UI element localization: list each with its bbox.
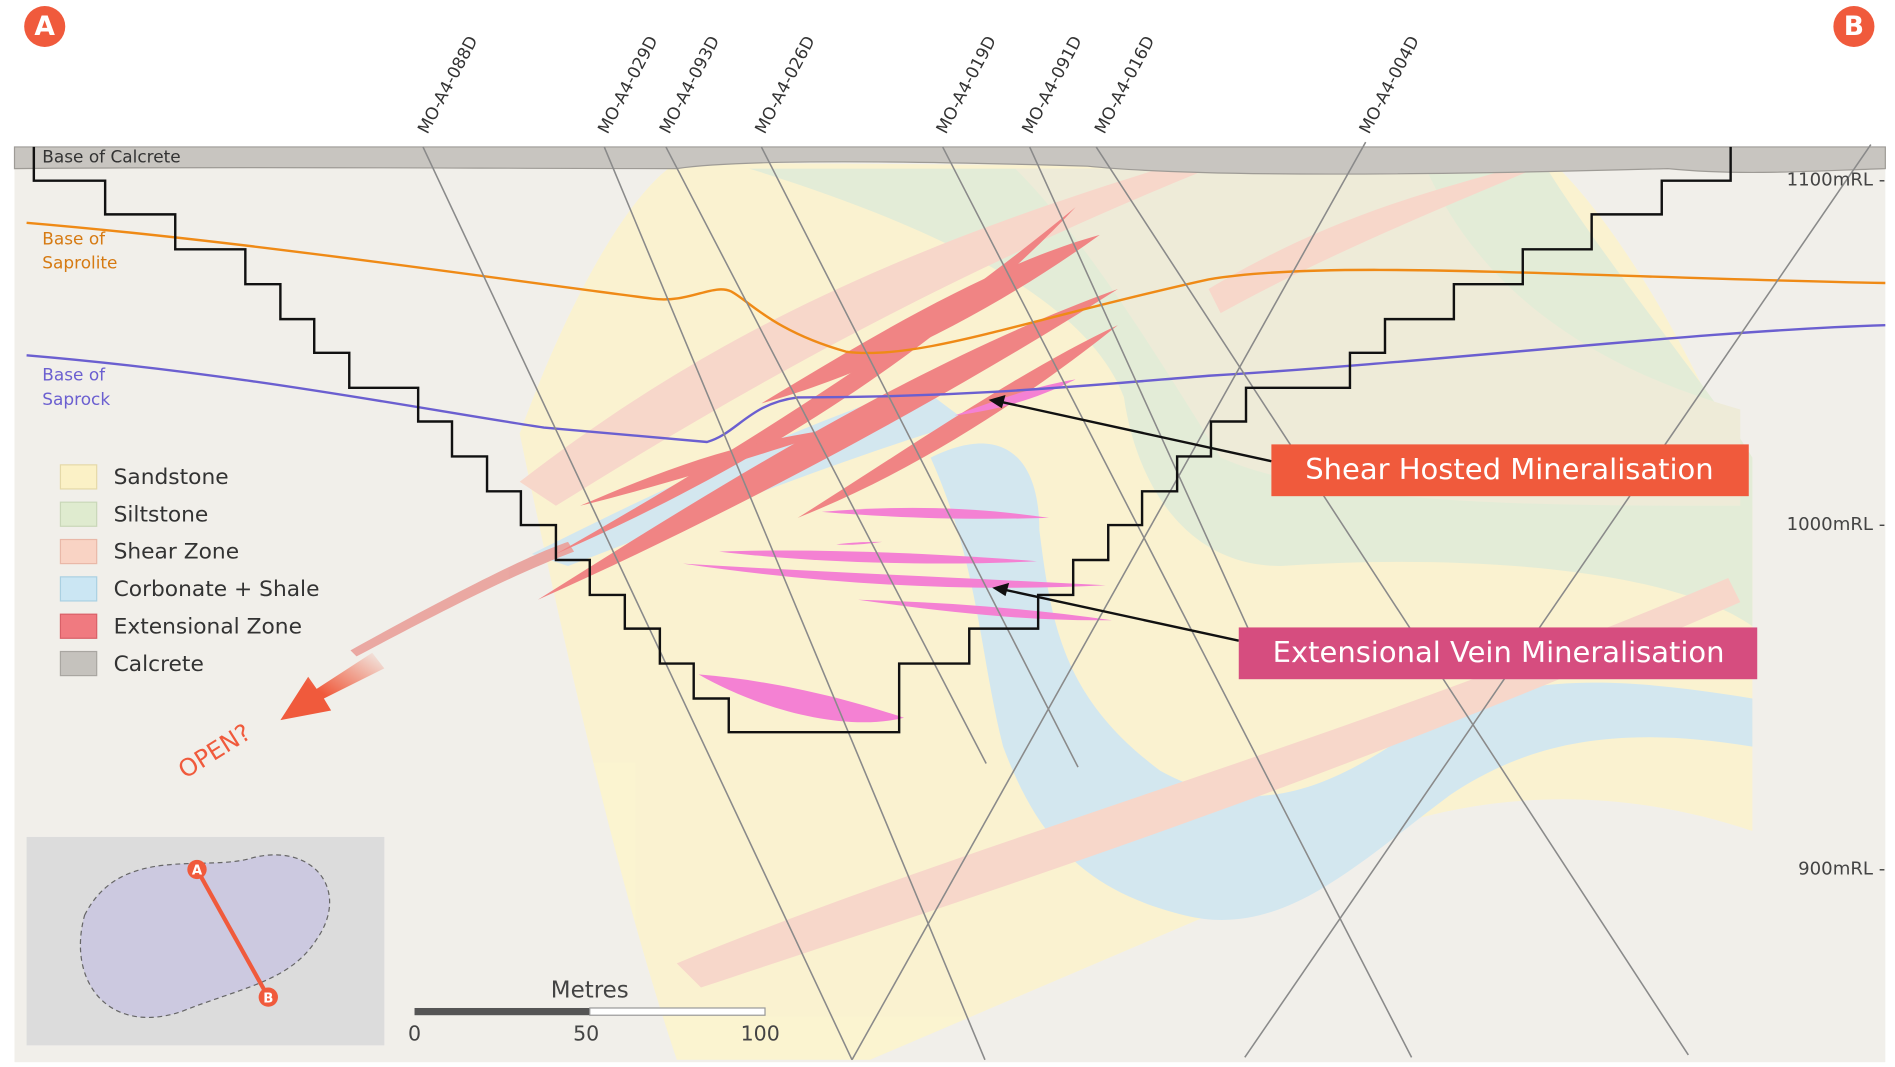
callout-text: Shear Hosted Mineralisation <box>1305 452 1713 486</box>
legend-swatch <box>59 650 98 677</box>
legend-swatch <box>59 538 98 565</box>
scale-label: 0 <box>408 1022 421 1046</box>
drill-trace <box>665 146 987 764</box>
legend-label: Extensional Zone <box>114 614 302 639</box>
legend-swatch <box>59 576 98 602</box>
vein <box>858 599 1112 621</box>
base-of-saprolite <box>26 221 1886 355</box>
shear-extension <box>350 541 575 657</box>
callout-box <box>1238 627 1758 680</box>
extensional-zone <box>761 234 1100 404</box>
extensional-zones <box>537 207 1118 600</box>
extensional-zone <box>580 427 846 506</box>
marker-b <box>1833 6 1875 47</box>
drill-trace <box>1028 146 1270 675</box>
shear-zone <box>519 168 1209 506</box>
arrowhead <box>988 395 1006 409</box>
callout-arrow <box>1000 587 1240 642</box>
drill-traces <box>422 141 1872 1061</box>
rl-labels: 1100mRL - 1000mRL - 900mRL - <box>1787 170 1886 880</box>
open-arrow <box>280 652 385 721</box>
callout-box <box>1271 444 1749 497</box>
saprock-label: Saprock <box>42 389 110 409</box>
inset-marker-label: A <box>192 864 203 879</box>
saprolite-label: Base of <box>42 229 106 249</box>
legend-label: Sandstone <box>114 465 229 490</box>
drill-trace <box>1244 144 1872 1058</box>
legend-label: Corbonate + Shale <box>114 577 320 602</box>
legend-swatch <box>59 464 98 490</box>
scale-label: 50 <box>573 1022 599 1046</box>
legend-label: Siltstone <box>114 502 209 527</box>
saprock-label: Base of <box>42 365 106 385</box>
drill-trace <box>941 146 1413 1058</box>
inset-marker <box>187 859 207 880</box>
legend: Sandstone Siltstone Shear Zone Corbonate… <box>59 464 320 677</box>
marker-a <box>24 6 66 47</box>
inset-marker-label: B <box>263 991 273 1006</box>
callout-arrow <box>996 399 1272 463</box>
drill-trace <box>1095 146 1689 1056</box>
siltstone-2 <box>1015 168 1741 506</box>
marker-b-label: B <box>1844 11 1864 42</box>
rl-label: 1000mRL - <box>1787 514 1886 535</box>
scale-segment <box>589 1007 766 1016</box>
rl-label: 1100mRL - <box>1787 170 1886 191</box>
legend-swatch <box>59 501 98 527</box>
arrowhead <box>992 582 1010 597</box>
inset-marker <box>258 987 278 1007</box>
legend-label: Calcrete <box>114 652 204 677</box>
scale-label: 100 <box>741 1022 780 1046</box>
shear-zone-2 <box>676 578 1741 988</box>
vein <box>682 563 1106 588</box>
extensional-zone <box>537 289 1118 600</box>
callout-text: Extensional Vein Mineralisation <box>1273 635 1725 669</box>
drill-trace <box>603 146 986 1061</box>
rl-label: 900mRL - <box>1798 859 1885 880</box>
drill-trace <box>422 146 853 1061</box>
extensional-zone <box>797 325 1118 518</box>
marker-a-label: A <box>34 11 55 42</box>
calcrete-label: Base of Calcrete <box>42 147 180 167</box>
scale-segment <box>414 1007 590 1016</box>
section-line <box>195 868 271 999</box>
drill-trace <box>851 141 1367 1061</box>
drill-trace <box>760 146 1079 768</box>
base-of-saprock <box>26 323 1886 444</box>
legend-swatch <box>59 613 98 639</box>
pit-outline <box>32 146 1732 734</box>
vein <box>719 550 1037 564</box>
scale-title: Metres <box>551 978 629 1004</box>
shear-zone-3 <box>1208 168 1535 314</box>
legend-label: Shear Zone <box>114 540 239 565</box>
vein <box>821 507 1050 519</box>
saprolite-label: Saprolite <box>42 253 117 273</box>
vein <box>698 674 904 723</box>
